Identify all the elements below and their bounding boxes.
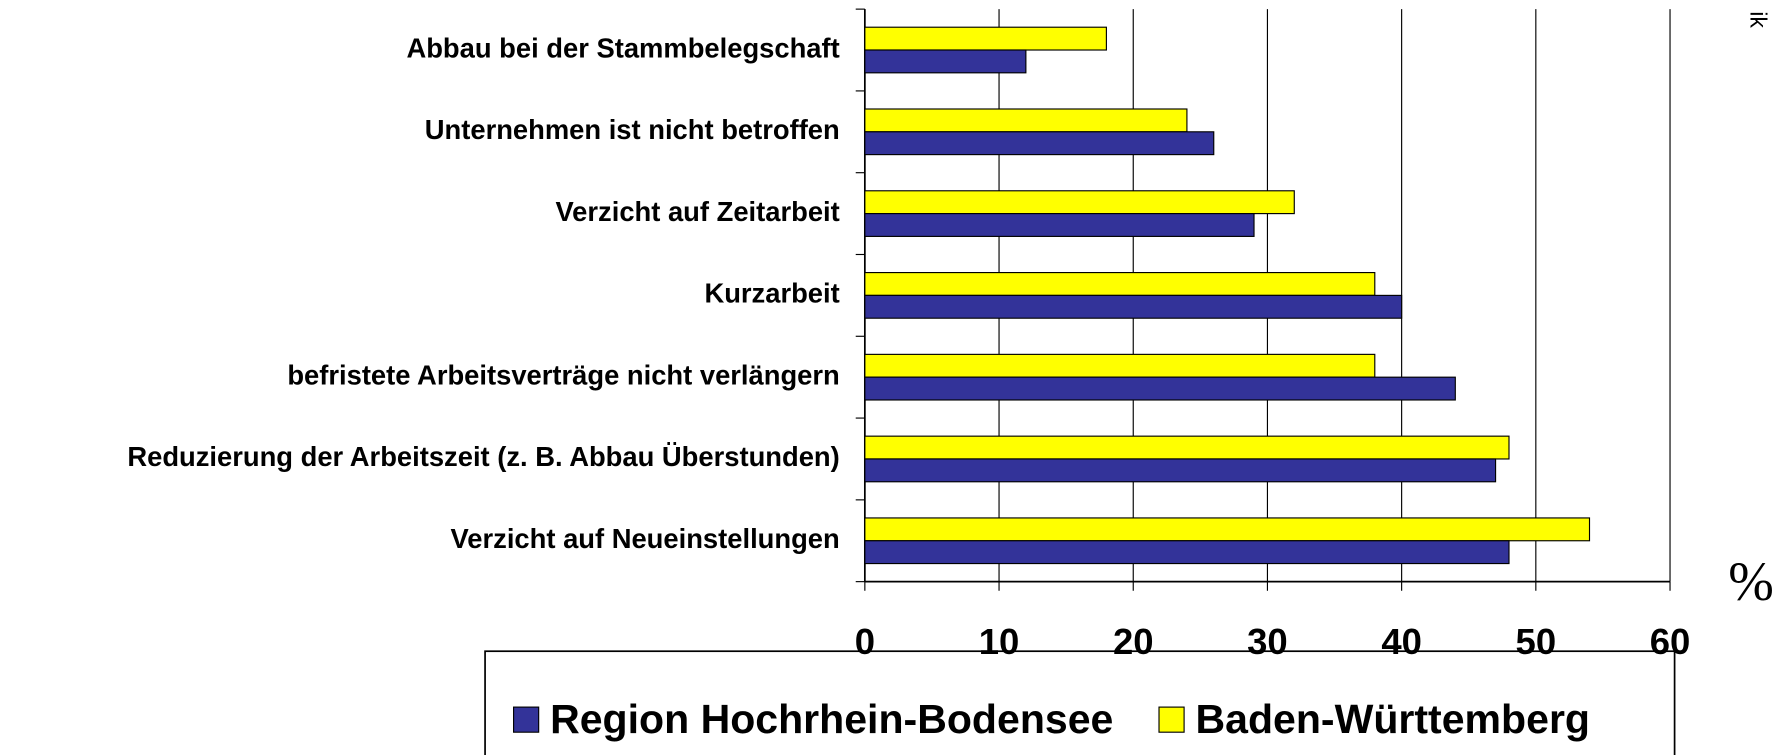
bar [864, 272, 1376, 296]
x-tick-label: 20 [1113, 621, 1154, 662]
category-label: befristete Arbeitsverträge nicht verläng… [287, 359, 839, 390]
legend-swatch [513, 706, 540, 733]
category-label: Kurzarbeit [704, 278, 839, 309]
bar [864, 131, 1215, 156]
bar [864, 540, 1510, 565]
legend-swatch [1158, 706, 1185, 733]
bar [864, 49, 1027, 74]
legend-label: Region Hochrhein-Bodensee [550, 696, 1113, 742]
category-label: Verzicht auf Zeitarbeit [555, 196, 839, 227]
category-label: Reduzierung der Arbeitszeit (z. B. Abbau… [127, 441, 839, 472]
legend-label: Baden-Württemberg [1196, 696, 1591, 742]
bar [864, 108, 1188, 133]
bar [864, 517, 1591, 542]
unit-label: % [1728, 551, 1774, 612]
bar [864, 190, 1295, 215]
bar [864, 294, 1403, 319]
x-tick-label: 50 [1516, 621, 1557, 662]
category-label: Abbau bei der Stammbelegschaft [406, 32, 839, 63]
x-tick-label: 60 [1650, 621, 1691, 662]
x-tick-label: 0 [855, 621, 875, 662]
bar [864, 458, 1497, 483]
category-label: Verzicht auf Neueinstellungen [451, 523, 840, 554]
bar [864, 26, 1107, 51]
x-tick-label: 30 [1247, 621, 1288, 662]
x-tick-label: 10 [979, 621, 1020, 662]
bar [864, 376, 1456, 401]
legend-box [484, 650, 1676, 755]
annotation: ik [1746, 11, 1772, 28]
bar [864, 435, 1510, 460]
bar [864, 213, 1255, 237]
category-label: Unternehmen ist nicht betroffen [425, 114, 840, 145]
x-tick-label: 40 [1381, 621, 1422, 662]
bar [864, 353, 1376, 378]
